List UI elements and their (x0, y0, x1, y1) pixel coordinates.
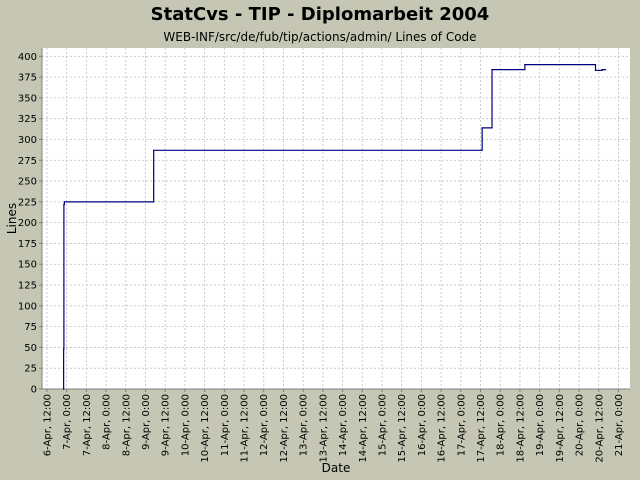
plot-area (42, 48, 630, 389)
x-tick-label: 7-Apr, 12:00 (82, 394, 93, 456)
data-point (63, 348, 65, 350)
x-tick-label: 19-Apr, 0:00 (535, 394, 546, 456)
data-point (594, 69, 597, 72)
x-tick-label: 16-Apr, 0:00 (417, 394, 428, 456)
chart-subtitle: WEB-INF/src/de/fub/tip/actions/admin/ Li… (163, 30, 477, 44)
y-tick-label: 25 (24, 364, 37, 375)
y-tick-labels: 0 25 50 75 100 125 150 175 200 225 250 275 300 325 350… (18, 52, 37, 396)
x-tick-label: 19-Apr, 12:00 (555, 394, 566, 463)
x-tick-label: 12-Apr, 12:00 (279, 394, 290, 463)
x-tick-label: 7-Apr, 0:00 (62, 394, 73, 450)
x-tick-label: 14-Apr, 0:00 (338, 394, 349, 456)
y-tick-label: 300 (18, 135, 37, 146)
axes (39, 48, 630, 392)
y-tick-label: 350 (18, 93, 37, 104)
series-line (63, 64, 607, 390)
x-tick-label: 15-Apr, 12:00 (397, 394, 408, 463)
y-tick-label: 200 (18, 218, 37, 229)
y-axis-label: Lines (5, 203, 19, 234)
x-tick-label: 10-Apr, 12:00 (200, 394, 211, 463)
y-tick-label: 75 (24, 322, 37, 333)
x-tick-label: 8-Apr, 0:00 (102, 394, 113, 450)
data-point (481, 127, 483, 129)
data-point (601, 69, 603, 71)
data-point (63, 203, 65, 205)
x-tick-label: 11-Apr, 12:00 (240, 394, 251, 463)
x-tick-label: 13-Apr, 0:00 (299, 394, 310, 456)
x-axis-label: Date (322, 461, 351, 475)
x-tick-label: 13-Apr, 12:00 (318, 394, 329, 463)
y-tick-label: 175 (18, 239, 37, 250)
y-tick-label: 0 (31, 385, 37, 396)
y-tick-label: 100 (18, 301, 37, 312)
series-layer (62, 64, 607, 390)
x-tick-label: 18-Apr, 0:00 (496, 394, 507, 456)
x-tick-label: 17-Apr, 12:00 (476, 394, 487, 463)
x-tick-label: 15-Apr, 0:00 (377, 394, 388, 456)
data-point (63, 201, 66, 203)
chart-title: StatCvs - TIP - Diplomarbeit 2004 (150, 4, 490, 25)
y-tick-label: 400 (18, 52, 37, 63)
x-tick-label: 8-Apr, 12:00 (121, 394, 132, 456)
x-tick-label: 10-Apr, 0:00 (180, 394, 191, 456)
data-point (491, 69, 493, 71)
x-tick-label: 20-Apr, 0:00 (575, 394, 586, 456)
x-tick-label: 18-Apr, 12:00 (515, 394, 526, 463)
x-tick-label: 14-Apr, 12:00 (358, 394, 369, 463)
y-tick-label: 275 (18, 156, 37, 167)
x-tick-label: 16-Apr, 12:00 (437, 394, 448, 463)
x-tick-labels: 6-Apr, 12:00 7-Apr, 0:00 7-Apr, 12:00 8-Apr… (42, 394, 625, 463)
y-tick-label: 150 (18, 260, 37, 271)
y-tick-label: 375 (18, 73, 37, 84)
x-tick-label: 12-Apr, 0:00 (259, 394, 270, 456)
data-point (62, 388, 64, 390)
y-tick-label: 325 (18, 114, 37, 125)
x-tick-label: 21-Apr, 0:00 (614, 394, 625, 456)
x-tick-label: 11-Apr, 0:00 (220, 394, 231, 456)
x-tick-label: 6-Apr, 12:00 (42, 394, 53, 456)
y-tick-label: 250 (18, 177, 37, 188)
x-tick-label: 17-Apr, 0:00 (456, 394, 467, 456)
y-tick-label: 125 (18, 281, 37, 292)
x-tick-label: 9-Apr, 0:00 (141, 394, 152, 450)
x-tick-label: 20-Apr, 12:00 (594, 394, 605, 463)
data-point (153, 149, 155, 151)
y-tick-label: 50 (24, 343, 37, 354)
y-tick-label: 225 (18, 197, 37, 208)
x-tick-label: 9-Apr, 12:00 (161, 394, 172, 456)
data-point (524, 64, 526, 66)
